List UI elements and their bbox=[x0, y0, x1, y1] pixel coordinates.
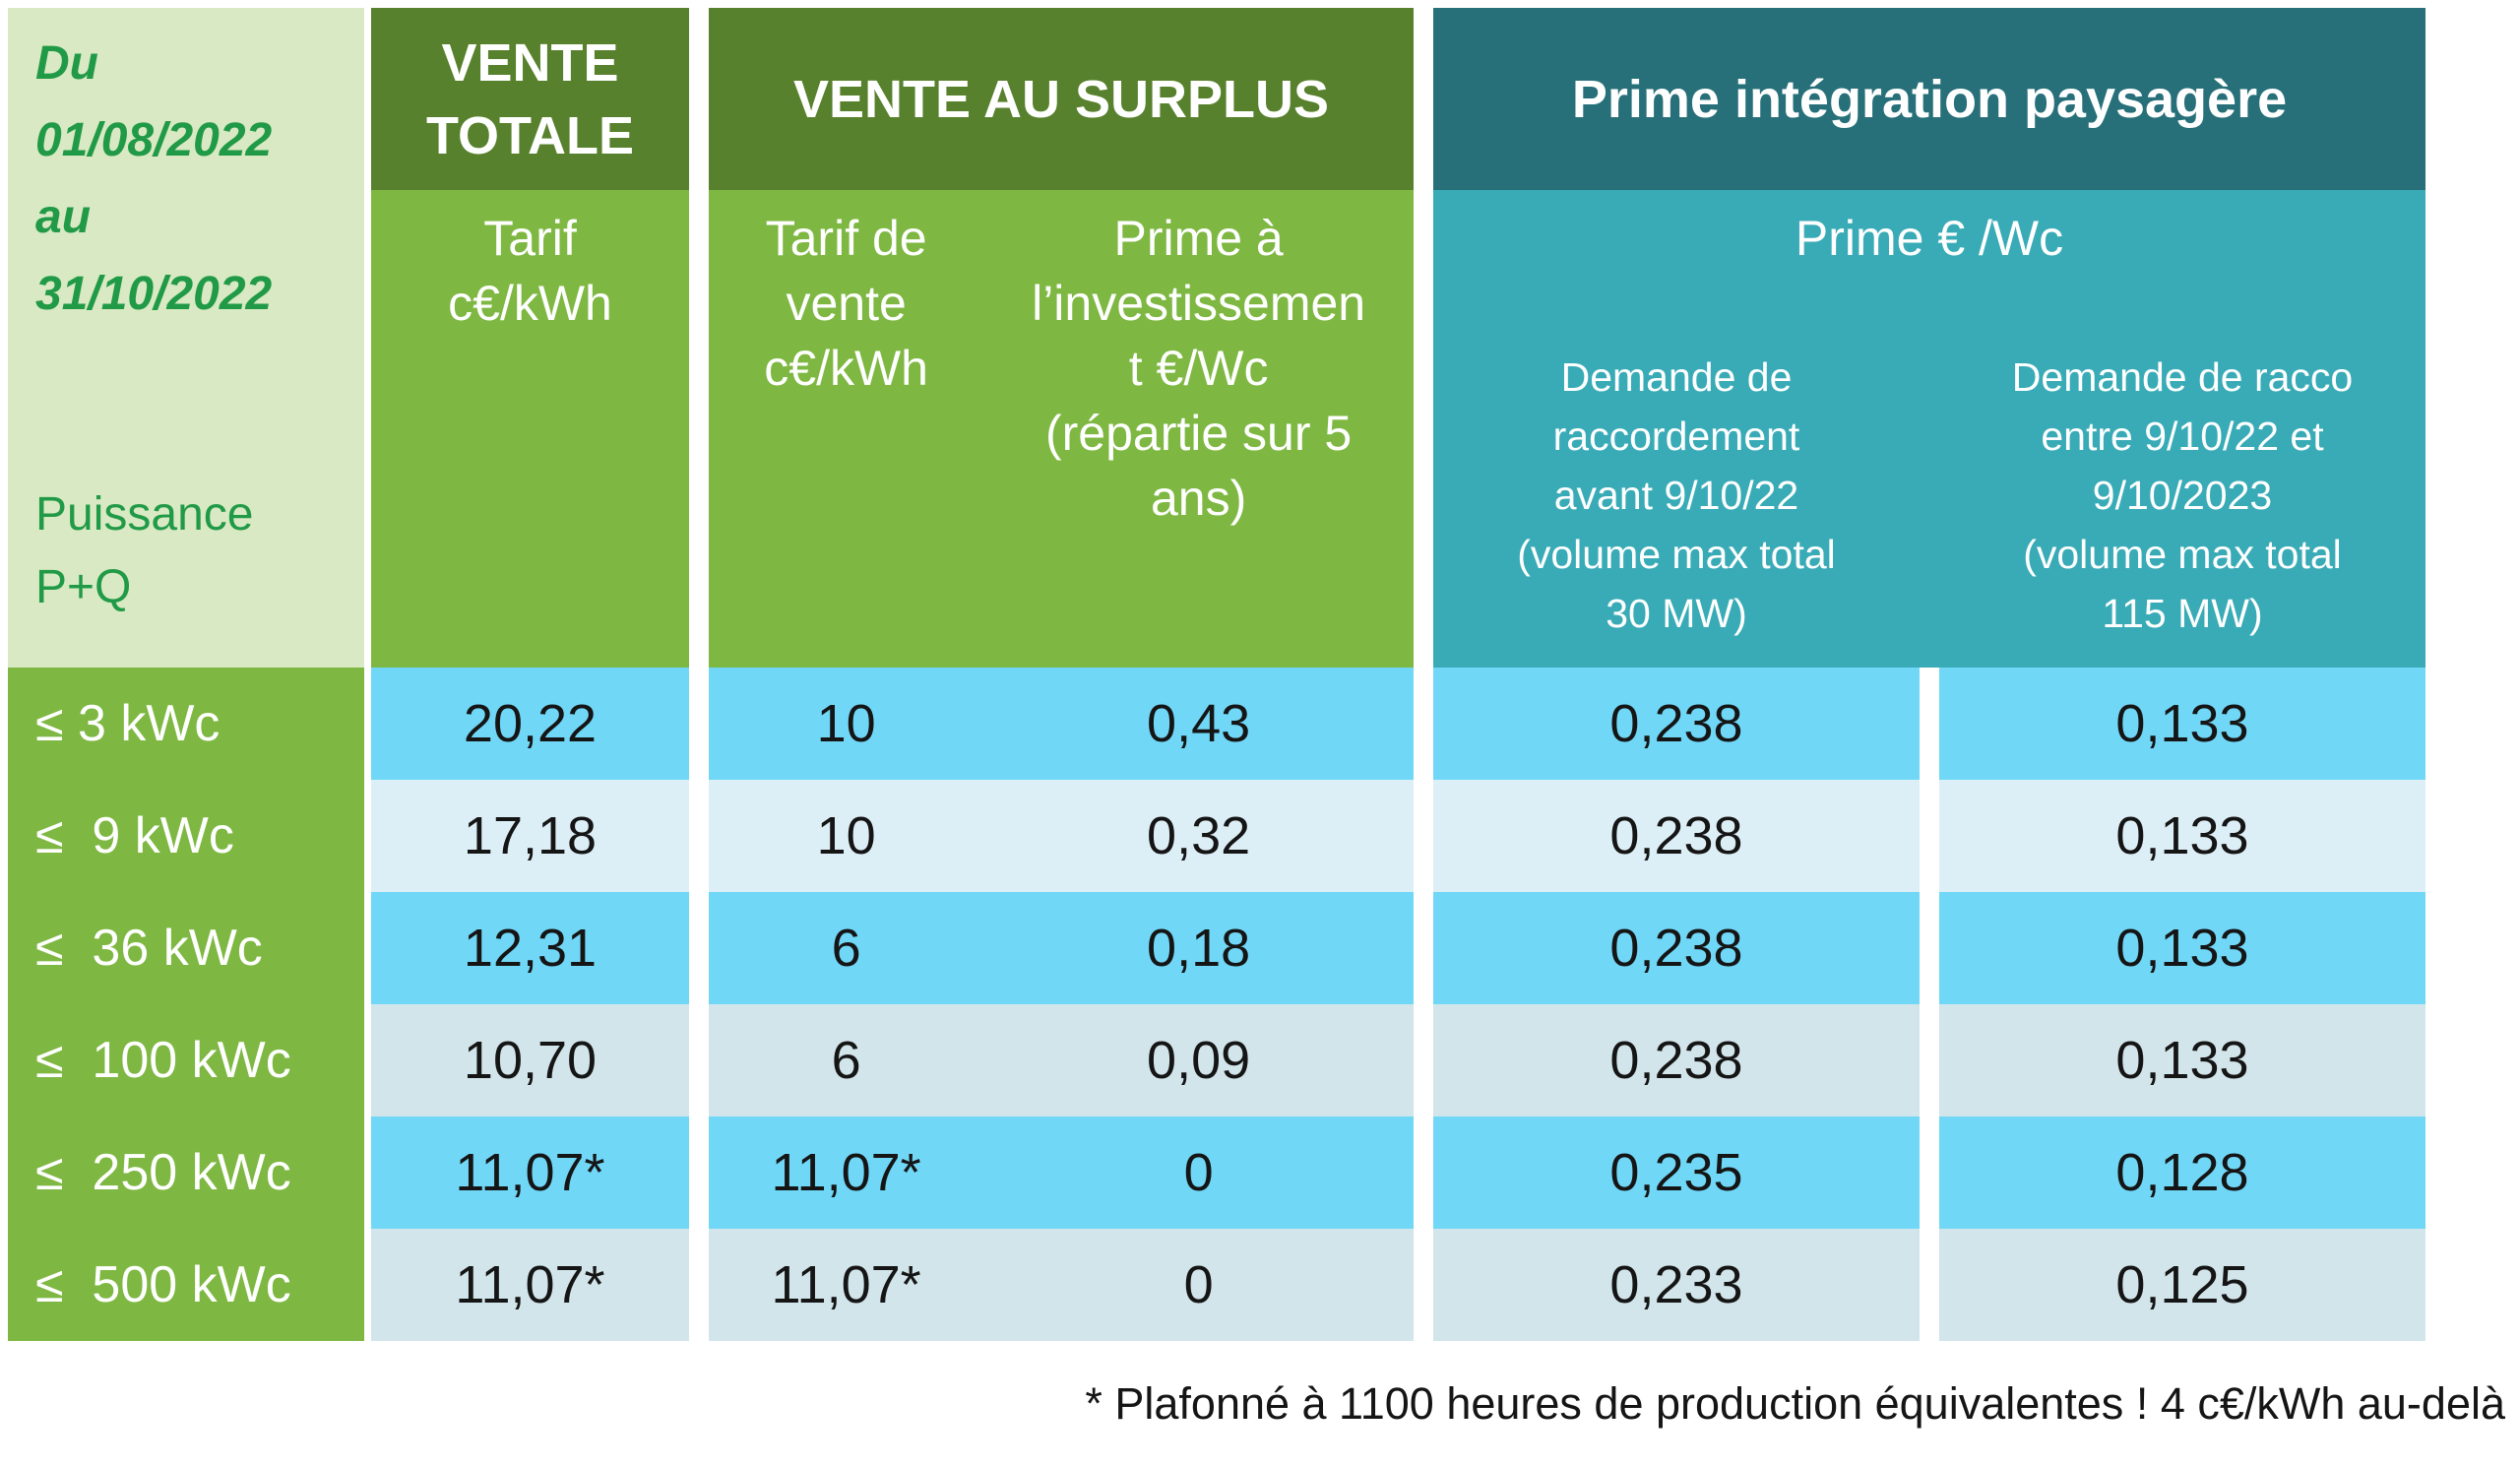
cell-prime-invest: 0,43 bbox=[1147, 694, 1251, 753]
cell-prime-invest: 0,09 bbox=[1147, 1031, 1251, 1090]
row-label: ≤ 3 kWc bbox=[8, 668, 364, 780]
cell-prime-entre: 0,133 bbox=[1939, 892, 2426, 1004]
footnote: * Plafonné à 1100 heures de production é… bbox=[1085, 1378, 2505, 1429]
cell-prime-avant: 0,238 bbox=[1433, 780, 1920, 892]
cell-prime-entre: 0,133 bbox=[1939, 668, 2426, 780]
subheader-tarif-vente: Tarif de vente c€/kWh bbox=[764, 211, 928, 396]
cell-prime-invest: 0 bbox=[1183, 1255, 1214, 1314]
cell-prime-entre: 0,128 bbox=[1939, 1116, 2426, 1229]
cell-surplus-pair: 6 0,09 bbox=[709, 1004, 1414, 1116]
cell-tarif-vente: 10 bbox=[816, 806, 876, 865]
cell-prime-entre: 0,133 bbox=[1939, 780, 2426, 892]
column-spacer bbox=[1920, 348, 1939, 643]
cell-vente-totale: 17,18 bbox=[371, 780, 689, 892]
header-prime-integration: Prime intégration paysagère bbox=[1433, 8, 2426, 190]
cell-prime-entre: 0,133 bbox=[1939, 1004, 2426, 1116]
cell-surplus-pair: 10 0,32 bbox=[709, 780, 1414, 892]
subheader-prime-invest: Prime à l’investissemen t €/Wc (répartie… bbox=[1032, 211, 1366, 526]
cell-prime-avant: 0,233 bbox=[1433, 1229, 1920, 1341]
row-label: ≤ 9 kWc bbox=[8, 780, 364, 892]
cell-vente-totale: 11,07* bbox=[371, 1116, 689, 1229]
row-label: ≤ 500 kWc bbox=[8, 1229, 364, 1341]
cell-tarif-vente: 6 bbox=[831, 919, 861, 978]
cell-prime-invest: 0,32 bbox=[1147, 806, 1251, 865]
cell-vente-totale: 20,22 bbox=[371, 668, 689, 780]
subheader-surplus-group: Tarif de vente c€/kWh Prime à l’investis… bbox=[709, 190, 1414, 668]
cell-vente-totale: 12,31 bbox=[371, 892, 689, 1004]
cell-tarif-vente: 11,07* bbox=[771, 1255, 921, 1314]
subheader-prime-wc: Prime € /Wc bbox=[1795, 211, 2064, 266]
row-label: ≤ 100 kWc bbox=[8, 1004, 364, 1116]
cell-surplus-pair: 11,07* 0 bbox=[709, 1229, 1414, 1341]
period-label: Du 01/08/2022 au 31/10/2022 bbox=[35, 37, 273, 320]
subheader-demande-entre: Demande de racco entre 9/10/22 et 9/10/2… bbox=[2011, 354, 2354, 636]
subheader-prime-group: Prime € /Wc Demande de raccordement avan… bbox=[1433, 190, 2426, 668]
cell-surplus-pair: 6 0,18 bbox=[709, 892, 1414, 1004]
cell-surplus-pair: 11,07* 0 bbox=[709, 1116, 1414, 1229]
cell-prime-avant: 0,238 bbox=[1433, 892, 1920, 1004]
row-label: ≤ 250 kWc bbox=[8, 1116, 364, 1229]
header-vente-totale: VENTE TOTALE bbox=[371, 8, 689, 190]
cell-prime-entre: 0,125 bbox=[1939, 1229, 2426, 1341]
header-vente-surplus: VENTE AU SURPLUS bbox=[709, 8, 1414, 190]
subheader-tarif: Tarif c€/kWh bbox=[371, 190, 689, 668]
cell-prime-avant: 0,238 bbox=[1433, 1004, 1920, 1116]
row-axis-label: Puissance P+Q bbox=[35, 488, 254, 613]
cell-tarif-vente: 11,07* bbox=[771, 1143, 921, 1202]
cell-prime-invest: 0,18 bbox=[1147, 919, 1251, 978]
cell-surplus-pair: 10 0,43 bbox=[709, 668, 1414, 780]
row-label: ≤ 36 kWc bbox=[8, 892, 364, 1004]
cell-tarif-vente: 10 bbox=[816, 694, 876, 753]
cell-prime-avant: 0,235 bbox=[1433, 1116, 1920, 1229]
corner-header-cell: Du 01/08/2022 au 31/10/2022 Puissance P+… bbox=[8, 8, 364, 668]
cell-vente-totale: 10,70 bbox=[371, 1004, 689, 1116]
subheader-demande-avant: Demande de raccordement avant 9/10/22 (v… bbox=[1517, 354, 1836, 636]
cell-tarif-vente: 6 bbox=[831, 1031, 861, 1090]
cell-vente-totale: 11,07* bbox=[371, 1229, 689, 1341]
cell-prime-avant: 0,238 bbox=[1433, 668, 1920, 780]
cell-prime-invest: 0 bbox=[1183, 1143, 1214, 1202]
